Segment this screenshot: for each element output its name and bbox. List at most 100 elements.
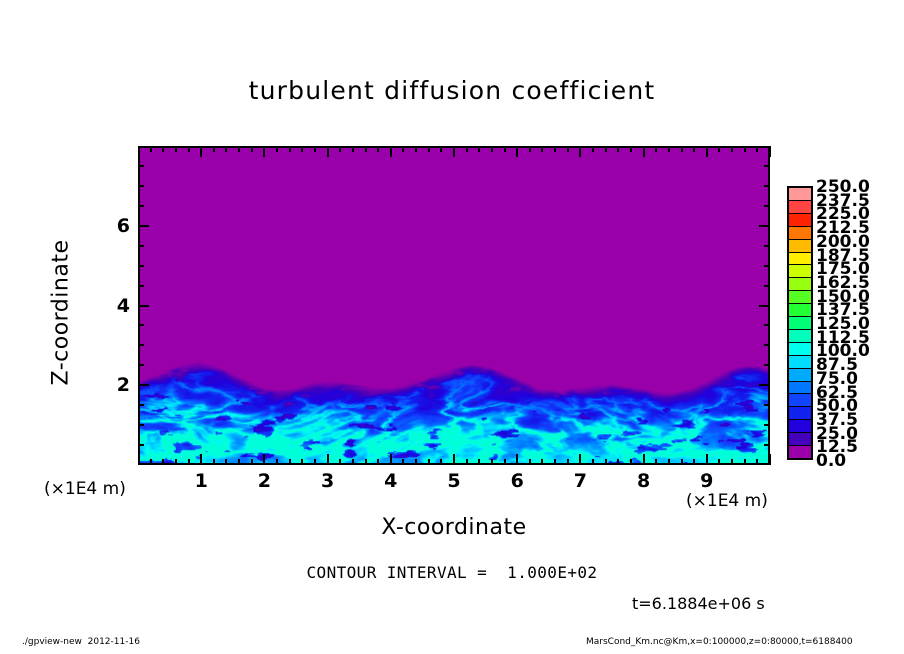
x-tick-minor — [604, 459, 607, 465]
x-tick-minor — [415, 459, 418, 465]
x-tick-minor — [503, 459, 506, 465]
x-tick-major-top — [326, 146, 329, 157]
colorbar-tick-label: 112.5 — [816, 327, 870, 348]
colorbar-tick-label: 237.5 — [816, 190, 870, 211]
x-tick-minor-top — [162, 146, 165, 152]
x-axis-label: X-coordinate — [381, 515, 527, 540]
x-tick-minor — [528, 459, 531, 465]
colorbar-tick-label: 200.0 — [816, 231, 870, 252]
y-tick-minor-right — [764, 164, 770, 167]
x-tick-minor-top — [743, 146, 746, 152]
x-tick-minor — [680, 459, 683, 465]
x-tick-minor-top — [225, 146, 228, 152]
colorbar-band — [789, 433, 811, 447]
colorbar-tick-label: 50.0 — [816, 396, 858, 417]
y-tick-minor — [138, 324, 144, 327]
y-tick-minor — [138, 204, 144, 207]
colorbar-band — [789, 394, 811, 408]
colorbar-tick-label: 150.0 — [816, 286, 870, 307]
x-tick-major-top — [453, 146, 455, 157]
y-tick-major-right — [759, 224, 770, 227]
x-tick-minor-top — [503, 146, 506, 152]
x-tick-major-top — [642, 146, 645, 157]
x-tick-minor — [377, 459, 380, 465]
footer-dataset: MarsCond_Km.nc@Km,x=0:100000,z=0:80000,t… — [586, 637, 853, 647]
y-axis-label: Z-coordinate — [48, 239, 74, 386]
x-tick-minor — [402, 459, 405, 465]
colorbar-tick-label: 175.0 — [816, 259, 870, 280]
x-tick-label: 4 — [384, 470, 398, 492]
x-tick-major — [642, 454, 645, 465]
x-tick-minor — [250, 459, 253, 465]
x-tick-minor-top — [301, 146, 304, 152]
x-tick-minor-top — [187, 146, 190, 152]
colorbar-band — [789, 278, 811, 292]
colorbar-band — [789, 342, 811, 356]
x-tick-minor-top — [655, 146, 658, 152]
colorbar-band — [789, 265, 811, 279]
colorbar-tick-label: 62.5 — [816, 382, 858, 403]
y-tick-minor — [138, 164, 144, 167]
colorbar-band — [789, 213, 811, 227]
y-tick-minor-right — [764, 204, 770, 207]
x-tick-minor-top — [313, 146, 316, 152]
colorbar-tick-label: 125.0 — [816, 314, 870, 334]
y-tick-label: 2 — [116, 374, 130, 397]
x-tick-minor-top — [528, 146, 531, 152]
x-tick-minor — [351, 459, 354, 465]
colorbar-band — [789, 252, 811, 266]
x-tick-major — [200, 454, 203, 465]
x-tick-minor — [212, 459, 215, 465]
colorbar-tick-label: 187.5 — [816, 245, 870, 266]
x-tick-label: 1 — [194, 470, 208, 492]
y-tick-major-right — [759, 384, 770, 387]
x-tick-minor — [238, 459, 241, 465]
y-tick-minor-right — [764, 404, 770, 407]
x-tick-minor — [718, 459, 721, 465]
x-tick-major — [516, 454, 519, 465]
x-tick-major-top — [389, 146, 392, 157]
x-tick-minor — [339, 459, 342, 465]
x-tick-minor-top — [629, 146, 632, 152]
y-tick-minor — [138, 424, 144, 427]
colorbar-band — [789, 407, 811, 421]
colorbar-tick-label: 250.0 — [816, 177, 870, 197]
y-tick-minor-right — [764, 264, 770, 267]
x-tick-minor — [554, 459, 557, 465]
y-tick-minor-right — [764, 344, 770, 347]
x-tick-minor-top — [604, 146, 607, 152]
colorbar-band — [789, 355, 811, 369]
colorbar-tick-label: 162.5 — [816, 272, 870, 293]
page-title: turbulent diffusion coefficient — [248, 76, 656, 105]
x-tick-major — [389, 454, 392, 465]
colorbar-band — [789, 368, 811, 382]
x-tick-minor-top — [566, 146, 569, 152]
x-tick-minor-top — [174, 146, 177, 152]
y-tick-minor-right — [764, 184, 770, 187]
colorbar-tick-label: 87.5 — [816, 355, 858, 376]
turbulence-field-heatmap — [140, 148, 768, 463]
y-tick-minor-right — [764, 444, 770, 447]
x-tick-minor — [629, 459, 632, 465]
x-tick-minor — [655, 459, 658, 465]
colorbar-tick-label: 37.5 — [816, 409, 858, 430]
colorbar-tick-label: 0.0 — [816, 451, 847, 471]
y-tick-minor-right — [764, 324, 770, 327]
colorbar-tick-label: 225.0 — [816, 204, 870, 225]
x-tick-major-top — [516, 146, 519, 157]
x-tick-major-top — [263, 146, 266, 157]
x-tick-minor-top — [490, 146, 493, 152]
x-tick-minor-top — [377, 146, 380, 152]
x-tick-minor — [693, 459, 696, 465]
colorbar-tick-label: 25.0 — [816, 423, 858, 444]
y-tick-minor — [138, 264, 144, 267]
x-tick-minor-top — [238, 146, 241, 152]
colorbar-tick-label: 12.5 — [816, 437, 858, 458]
y-tick-major — [138, 384, 149, 387]
colorbar-tick-label: 137.5 — [816, 300, 870, 321]
colorbar-band — [789, 329, 811, 343]
y-tick-major — [138, 224, 149, 227]
y-tick-minor-right — [764, 364, 770, 367]
colorbar-band — [789, 200, 811, 214]
x-tick-label: 2 — [257, 470, 271, 492]
